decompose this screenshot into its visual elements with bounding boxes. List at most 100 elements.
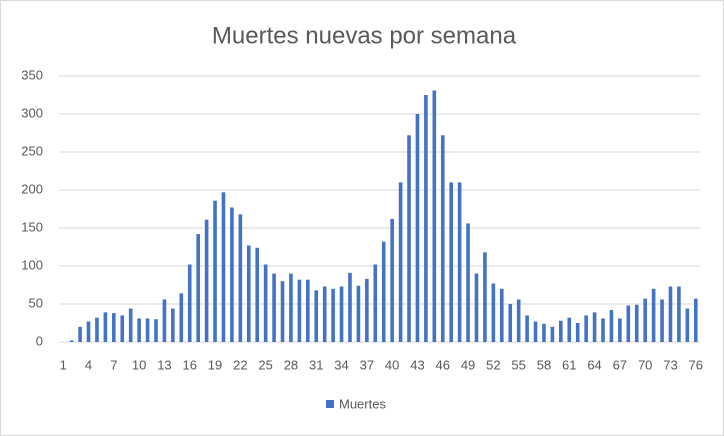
bar — [559, 320, 563, 342]
bar — [491, 283, 496, 342]
bar — [348, 272, 352, 342]
bar — [69, 340, 74, 342]
bar — [280, 281, 285, 342]
bar — [508, 304, 513, 342]
bar — [440, 135, 445, 342]
bar — [306, 279, 310, 342]
bar — [390, 218, 394, 342]
bar — [457, 182, 462, 342]
bar — [120, 315, 125, 342]
x-tick-label: 34 — [334, 357, 348, 372]
y-tick-label: 350 — [21, 67, 43, 82]
bar — [112, 313, 116, 342]
bar — [525, 315, 529, 342]
bar — [567, 317, 572, 342]
x-tick-label: 67 — [613, 357, 627, 372]
y-tick-label: 200 — [21, 181, 43, 196]
bar — [584, 315, 588, 342]
x-tick-label: 13 — [157, 357, 171, 372]
bar — [356, 285, 361, 342]
x-tick-label: 49 — [461, 357, 475, 372]
legend-label: Muertes — [339, 396, 386, 411]
x-tick-label: 31 — [309, 357, 323, 372]
bar — [398, 182, 403, 342]
y-tick-label: 0 — [36, 333, 43, 348]
bar — [516, 299, 521, 342]
x-tick-label: 22 — [233, 357, 247, 372]
bar — [171, 308, 175, 342]
bar — [626, 305, 631, 342]
x-tick-label: 64 — [587, 357, 601, 372]
x-tick-label: 1 — [60, 357, 67, 372]
bar — [365, 278, 369, 342]
bar — [634, 304, 639, 342]
bar — [575, 323, 580, 342]
bar — [651, 288, 656, 342]
x-tick-label: 19 — [208, 357, 222, 372]
x-tick-label: 46 — [436, 357, 450, 372]
bar — [542, 323, 546, 342]
bar — [255, 247, 260, 342]
bar — [297, 279, 302, 342]
bar — [196, 234, 200, 342]
bar — [331, 288, 335, 342]
bar — [221, 192, 226, 342]
bar — [550, 326, 555, 342]
chart-title: Muertes nuevas por semana — [212, 22, 517, 49]
bar — [322, 286, 327, 342]
x-tick-label: 28 — [284, 357, 298, 372]
bar — [78, 326, 82, 342]
x-tick-label: 43 — [410, 357, 424, 372]
bar — [533, 321, 538, 342]
bar — [618, 318, 622, 342]
legend-swatch — [326, 400, 334, 408]
bar — [263, 264, 268, 342]
bar — [103, 312, 108, 342]
bar — [660, 299, 664, 342]
bar — [162, 299, 167, 342]
bar — [693, 298, 698, 342]
bar — [179, 293, 184, 342]
x-tick-label: 73 — [663, 357, 677, 372]
bar — [592, 312, 597, 342]
bar — [483, 252, 487, 342]
x-tick-label: 37 — [360, 357, 374, 372]
bar — [643, 298, 647, 342]
bar — [449, 182, 453, 342]
y-tick-label: 100 — [21, 257, 43, 272]
x-tick-label: 40 — [385, 357, 399, 372]
x-tick-label: 7 — [110, 357, 117, 372]
bar — [432, 90, 437, 342]
x-tick-label: 10 — [132, 357, 146, 372]
bar — [246, 245, 251, 342]
bar — [137, 318, 141, 342]
x-tick-label: 55 — [511, 357, 525, 372]
y-tick-label: 250 — [21, 143, 43, 158]
bar — [373, 264, 378, 342]
bar — [238, 214, 243, 342]
bar — [381, 241, 386, 342]
x-tick-label: 4 — [85, 357, 92, 372]
bar — [289, 273, 293, 342]
x-tick-label: 70 — [638, 357, 652, 372]
bar — [230, 207, 234, 342]
bar — [424, 95, 428, 342]
y-tick-label: 150 — [21, 219, 43, 234]
bar — [272, 273, 276, 342]
bar — [474, 273, 479, 342]
bar — [415, 114, 420, 342]
bar — [339, 286, 344, 342]
x-tick-label: 25 — [258, 357, 272, 372]
bar — [314, 290, 319, 342]
bar — [213, 200, 217, 342]
bar — [145, 318, 150, 342]
bar — [601, 318, 605, 342]
bar — [204, 219, 209, 342]
bar — [668, 286, 673, 342]
x-tick-label: 52 — [486, 357, 500, 372]
bar — [128, 308, 133, 342]
bar — [187, 264, 192, 342]
bar — [154, 319, 158, 342]
